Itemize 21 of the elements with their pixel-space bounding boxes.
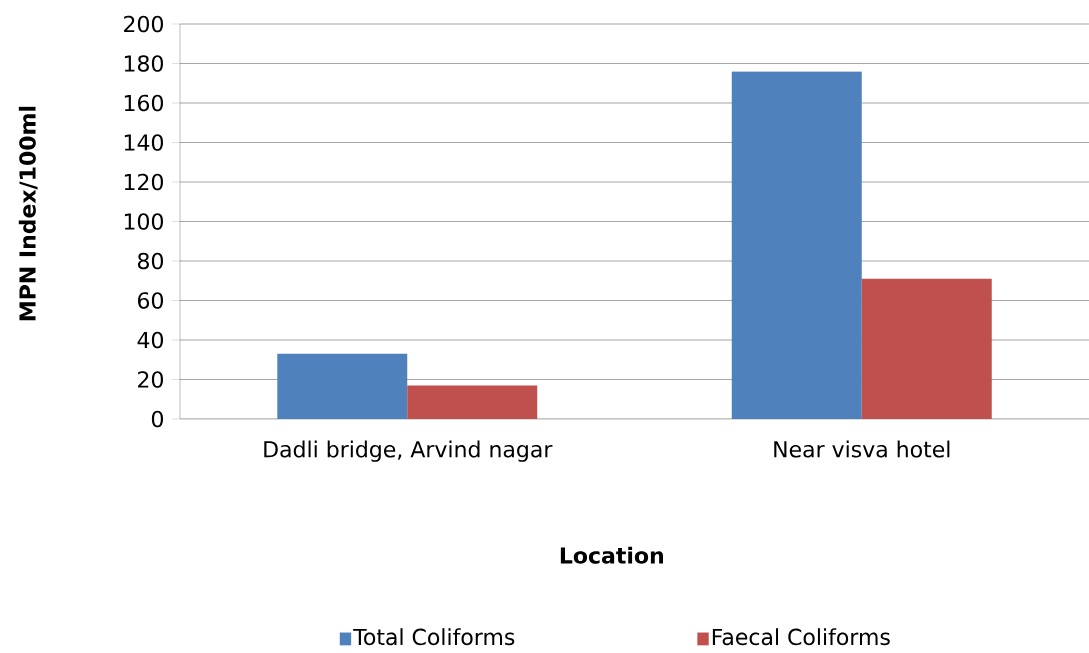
bar [731, 71, 862, 419]
bar [277, 353, 408, 419]
x-tick-label: Near visva hotel [774, 440, 950, 458]
y-tick-label: 60 [138, 292, 163, 309]
y-tick-label: 120 [124, 173, 163, 191]
x-axis-title: Location [560, 546, 663, 564]
y-tick-label: 0 [151, 410, 163, 428]
bar [861, 278, 992, 419]
y-tick-label: 40 [137, 331, 163, 349]
y-axis-title: MPN Index/100ml [18, 106, 38, 321]
y-tick-label: 80 [137, 252, 163, 270]
legend-label: Total Coliforms [353, 628, 515, 646]
y-tick-label: 140 [124, 134, 163, 151]
y-tick-label: 200 [124, 15, 163, 33]
y-tick-label: 180 [124, 55, 163, 72]
y-tick-label: 100 [124, 213, 163, 230]
x-tick-label: Dadli bridge, Arvind nagar [264, 440, 553, 462]
y-tick-label: 20 [138, 371, 163, 388]
bar [407, 385, 538, 419]
legend-label: Faecal Coliforms [712, 628, 890, 646]
y-tick-label: 160 [124, 94, 163, 112]
